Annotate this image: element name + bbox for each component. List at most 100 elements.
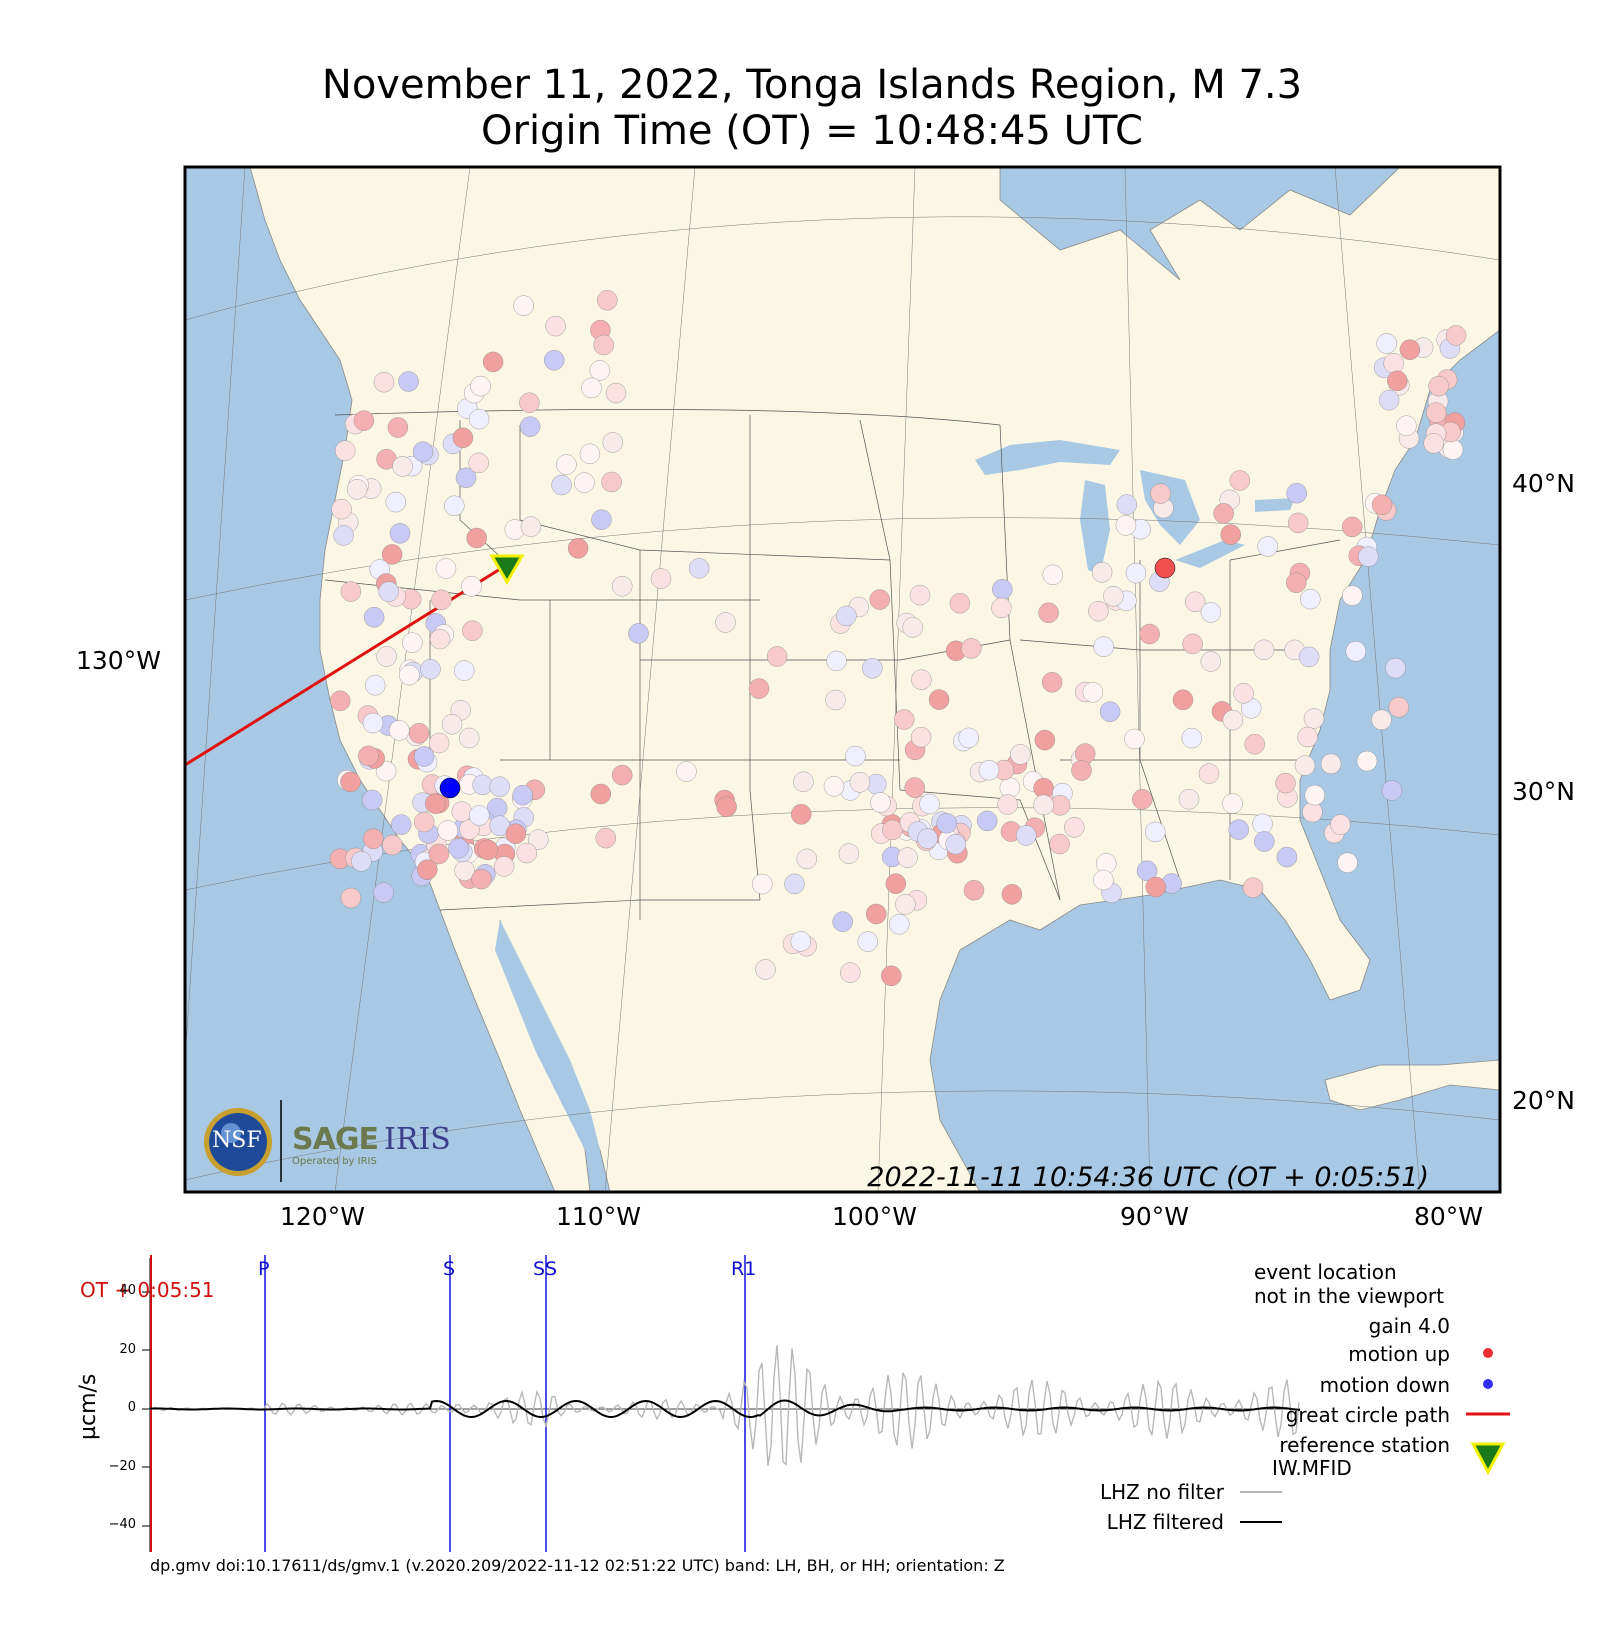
station-marker	[857, 931, 878, 952]
motion-up-dot	[1483, 1348, 1493, 1358]
station-marker	[1303, 708, 1325, 729]
station-marker	[1220, 524, 1241, 545]
reference-station-legend-icon	[1470, 1442, 1506, 1476]
station-marker	[1125, 562, 1147, 584]
lon-label-80w: 80°W	[1414, 1202, 1484, 1231]
station-marker	[340, 771, 361, 793]
station-marker	[391, 814, 412, 835]
station-marker	[378, 581, 399, 602]
station-marker	[1010, 744, 1031, 765]
station-marker	[1297, 726, 1318, 748]
station-marker	[1103, 586, 1124, 607]
station-marker	[1428, 376, 1449, 397]
gulf-of-california	[495, 920, 600, 1150]
station-marker	[1150, 483, 1171, 504]
station-marker	[1388, 697, 1410, 718]
station-marker	[752, 873, 773, 895]
station-marker	[997, 794, 1018, 815]
station-marker	[748, 678, 770, 699]
station-marker	[417, 859, 438, 880]
station-marker	[1222, 793, 1243, 814]
station-marker	[428, 732, 450, 754]
station-marker	[468, 408, 490, 430]
station-marker	[431, 589, 452, 610]
lake-erie	[1175, 540, 1245, 568]
strong-up-station	[1154, 557, 1176, 579]
station-marker	[1041, 672, 1063, 693]
station-marker	[382, 834, 403, 856]
station-marker	[823, 776, 845, 797]
station-marker	[1425, 402, 1447, 423]
station-marker	[591, 509, 612, 530]
station-marker	[1356, 750, 1378, 772]
station-marker	[1049, 833, 1070, 855]
station-marker	[866, 903, 887, 925]
station-marker	[362, 789, 383, 811]
station-marker	[1093, 636, 1114, 657]
lon-label-90w: 90°W	[1120, 1202, 1190, 1231]
station-marker	[1145, 821, 1166, 843]
station-marker	[1371, 709, 1392, 730]
station-marker	[1423, 433, 1444, 454]
station-marker	[862, 658, 883, 679]
station-marker	[429, 628, 451, 650]
station-marker	[961, 638, 982, 659]
station-marker	[335, 440, 356, 461]
phase-label-ss: SS	[533, 1258, 558, 1280]
station-marker	[412, 441, 434, 462]
station-marker	[513, 295, 534, 316]
raw-trace	[149, 1345, 1300, 1466]
station-marker	[870, 792, 891, 813]
filtered-trace	[150, 1399, 1301, 1419]
legend-filtered: LHZ filtered	[1106, 1510, 1224, 1534]
station-marker	[1276, 846, 1298, 868]
station-marker	[358, 745, 379, 767]
station-markers	[329, 290, 1467, 986]
station-marker	[1345, 641, 1367, 662]
station-marker	[1222, 709, 1244, 731]
legend-reference-code: IW.MFID	[1272, 1456, 1352, 1480]
lon-label-100w: 100°W	[832, 1202, 917, 1231]
station-marker	[1198, 763, 1220, 784]
title-line-2: Origin Time (OT) = 10:48:45 UTC	[481, 108, 1143, 154]
station-marker	[1034, 729, 1056, 751]
station-marker	[1229, 470, 1251, 491]
station-marker	[715, 612, 736, 633]
station-marker	[1287, 512, 1309, 534]
phase-label-p: P	[258, 1258, 270, 1280]
lat-label-20n: 20°N	[1512, 1086, 1576, 1115]
station-marker	[1257, 536, 1278, 557]
station-marker	[435, 558, 457, 579]
ytick-neg20: −20	[108, 1459, 136, 1474]
station-marker	[437, 820, 458, 841]
ot-label: OT + 0:05:51	[80, 1278, 215, 1302]
station-marker	[885, 873, 906, 894]
map-frame	[183, 165, 1502, 1194]
station-marker	[471, 868, 492, 890]
station-marker	[894, 709, 915, 730]
iris-logo-text: IRIS	[384, 1122, 451, 1157]
lake-superior	[975, 440, 1120, 475]
station-marker	[512, 785, 533, 806]
station-marker	[545, 315, 566, 337]
station-marker	[1304, 784, 1326, 806]
station-marker	[978, 760, 1000, 781]
legend-motion-down: motion down	[1319, 1373, 1450, 1397]
sage-logo-text: SAGE	[292, 1122, 379, 1157]
station-marker	[466, 527, 487, 549]
station-marker	[909, 584, 931, 606]
station-marker	[1337, 852, 1358, 873]
station-marker	[340, 887, 362, 909]
motion-down-dot	[1483, 1379, 1493, 1389]
station-marker	[1275, 772, 1296, 794]
station-marker	[351, 851, 372, 872]
station-marker	[601, 471, 622, 493]
station-marker	[448, 838, 469, 859]
lake-michigan	[1080, 480, 1110, 575]
station-marker	[882, 819, 903, 841]
station-marker	[1396, 415, 1417, 436]
station-marker	[420, 659, 441, 680]
lon-label-120w: 120°W	[280, 1202, 365, 1231]
station-marker	[425, 793, 446, 814]
